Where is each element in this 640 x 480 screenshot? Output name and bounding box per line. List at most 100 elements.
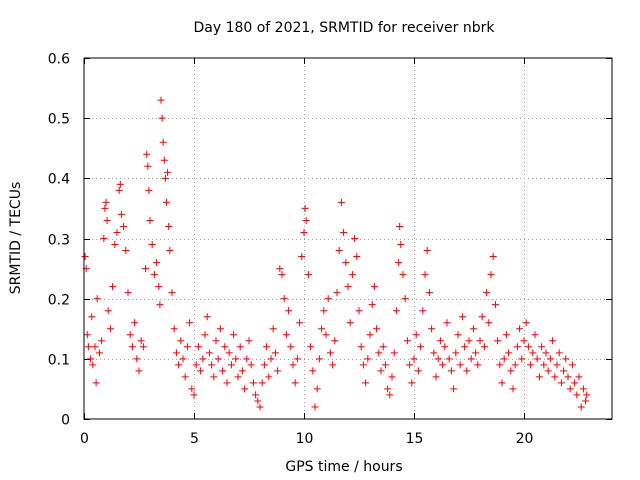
data-point-plus xyxy=(304,271,312,279)
data-point-plus xyxy=(331,337,339,345)
data-point-plus xyxy=(89,361,97,369)
data-point-plus xyxy=(322,331,330,339)
data-point-plus xyxy=(214,355,222,363)
data-point-plus xyxy=(192,361,200,369)
data-point-plus xyxy=(555,349,563,357)
data-point-plus xyxy=(227,361,235,369)
y-axis-label: SRMTID / TECUs xyxy=(8,182,24,295)
data-point-plus xyxy=(575,373,583,381)
data-point-plus xyxy=(432,373,440,381)
data-point-plus xyxy=(243,355,251,363)
axis-ticks: 0 0.1 0.2 0.3 0.4 0.5 0.6 0 5 10 15 20 xyxy=(48,52,612,447)
data-point-plus xyxy=(139,343,147,351)
y-tick-label: 0.6 xyxy=(48,52,70,68)
chart-title: Day 180 of 2021, SRMTID for receiver nbr… xyxy=(193,20,495,36)
data-point-plus xyxy=(412,331,420,339)
x-tick-label: 20 xyxy=(516,431,534,447)
data-point-plus xyxy=(496,361,504,369)
data-point-plus xyxy=(566,385,574,393)
data-point-plus xyxy=(487,271,495,279)
data-point-plus xyxy=(263,343,271,351)
data-point-plus xyxy=(241,385,249,393)
data-point-plus xyxy=(533,355,541,363)
data-point-plus xyxy=(161,174,169,182)
data-point-plus xyxy=(159,138,167,146)
data-point-plus xyxy=(509,385,517,393)
data-point-plus xyxy=(516,325,524,333)
data-point-plus xyxy=(265,373,273,381)
data-point-plus xyxy=(529,349,537,357)
data-point-plus xyxy=(205,349,213,357)
data-point-plus xyxy=(478,313,486,321)
data-point-plus xyxy=(335,247,343,255)
data-point-plus xyxy=(485,319,493,327)
data-point-plus xyxy=(252,391,260,399)
data-point-plus xyxy=(106,325,114,333)
data-point-plus xyxy=(267,355,275,363)
data-point-plus xyxy=(142,265,150,273)
data-point-plus xyxy=(232,355,240,363)
data-point-plus xyxy=(116,180,124,188)
data-point-plus xyxy=(408,379,416,387)
data-point-plus xyxy=(216,325,224,333)
data-point-plus xyxy=(357,343,365,351)
data-point-plus xyxy=(102,198,110,206)
data-point-plus xyxy=(293,355,301,363)
data-point-plus xyxy=(199,355,207,363)
data-point-plus xyxy=(520,337,528,345)
data-point-plus xyxy=(494,337,502,345)
data-point-plus xyxy=(366,331,374,339)
data-point-plus xyxy=(518,355,526,363)
data-point-plus xyxy=(186,319,194,327)
data-point-plus xyxy=(542,349,550,357)
data-point-plus xyxy=(340,228,348,236)
data-point-plus xyxy=(324,295,332,303)
data-point-plus xyxy=(223,379,231,387)
x-tick-label: 10 xyxy=(296,431,314,447)
data-point-plus xyxy=(98,337,106,345)
data-point-plus xyxy=(396,222,404,230)
data-point-plus xyxy=(104,307,112,315)
data-point-plus xyxy=(355,307,363,315)
data-point-plus xyxy=(397,241,405,249)
data-point-plus xyxy=(95,349,103,357)
data-point-plus xyxy=(549,337,557,345)
data-point-plus xyxy=(401,295,409,303)
y-tick-label: 0.1 xyxy=(48,353,70,369)
data-point-plus xyxy=(117,210,125,218)
data-point-plus xyxy=(507,367,515,375)
data-point-plus xyxy=(133,355,141,363)
data-point-plus xyxy=(278,271,286,279)
data-point-plus xyxy=(410,355,418,363)
data-point-plus xyxy=(375,349,383,357)
data-point-plus xyxy=(301,204,309,212)
data-point-plus xyxy=(260,361,268,369)
data-point-plus xyxy=(190,391,198,399)
data-point-plus xyxy=(109,283,117,291)
data-point-plus xyxy=(256,403,264,411)
data-point-plus xyxy=(81,253,89,261)
data-point-plus xyxy=(329,361,337,369)
data-point-plus xyxy=(155,283,163,291)
data-point-plus xyxy=(126,331,134,339)
data-point-plus xyxy=(544,367,552,375)
data-point-plus xyxy=(197,367,205,375)
data-point-plus xyxy=(181,373,189,381)
data-point-plus xyxy=(546,355,554,363)
data-point-plus xyxy=(439,361,447,369)
data-point-plus xyxy=(219,367,227,375)
data-point-plus xyxy=(474,361,482,369)
data-point-plus xyxy=(500,355,508,363)
data-point-plus xyxy=(166,247,174,255)
data-point-plus xyxy=(91,343,99,351)
data-point-plus xyxy=(560,367,568,375)
data-point-plus xyxy=(522,319,530,327)
data-point-plus xyxy=(582,397,590,405)
data-point-plus xyxy=(157,96,165,104)
x-tick-label: 15 xyxy=(406,431,424,447)
data-point-plus xyxy=(458,313,466,321)
y-tick-label: 0.4 xyxy=(48,172,70,188)
data-point-plus xyxy=(463,367,471,375)
data-point-plus xyxy=(238,367,246,375)
data-point-plus xyxy=(269,325,277,333)
